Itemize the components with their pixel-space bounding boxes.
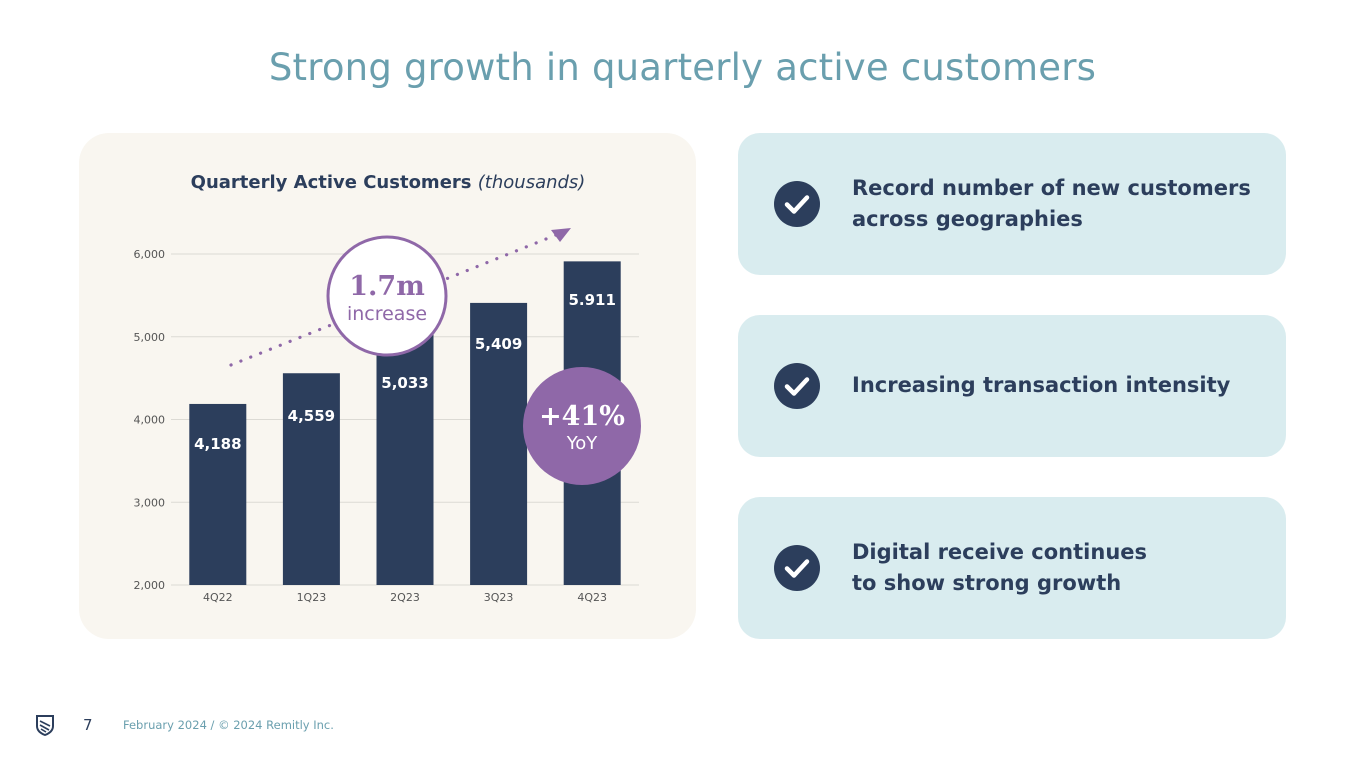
yoy-bubble (523, 367, 641, 485)
increase-caption: increase (347, 303, 427, 325)
bar-value-label: 4,559 (288, 407, 335, 425)
highlight-card-new-customers: Record number of new customers across ge… (738, 133, 1286, 275)
page-number: 7 (83, 716, 93, 734)
y-tick-label: 3,000 (134, 496, 166, 509)
bar-value-label: 5,409 (475, 335, 522, 353)
highlight-card-transaction-intensity: Increasing transaction intensity (738, 315, 1286, 457)
x-tick-label: 4Q22 (203, 591, 233, 604)
checkmark-icon (774, 181, 820, 227)
bar-value-label: 4,188 (194, 435, 241, 453)
x-tick-label: 3Q23 (484, 591, 514, 604)
x-tick-label: 2Q23 (390, 591, 420, 604)
y-tick-label: 6,000 (134, 248, 166, 261)
highlight-text: Record number of new customers across ge… (852, 176, 1251, 231)
checkmark-icon (774, 545, 820, 591)
highlight-card-digital-receive: Digital receive continues to show strong… (738, 497, 1286, 639)
bar-1q23 (282, 373, 340, 585)
increase-value: 1.7m (349, 271, 425, 302)
bar-value-label: 5.911 (568, 291, 615, 309)
y-tick-label: 4,000 (134, 414, 166, 427)
remitly-logo-icon (36, 715, 54, 736)
yoy-value: +41% (539, 401, 625, 432)
y-tick-label: 2,000 (134, 579, 166, 592)
yoy-caption: YoY (566, 433, 599, 454)
bar-2q23 (376, 334, 434, 585)
x-tick-label: 4Q23 (577, 591, 607, 604)
checkmark-icon (774, 363, 820, 409)
highlight-text: Increasing transaction intensity (852, 373, 1231, 397)
chart-title-main: Quarterly Active Customers (190, 172, 472, 193)
slide-title: Strong growth in quarterly active custom… (268, 46, 1097, 89)
footer-copyright: February 2024 / © 2024 Remitly Inc. (123, 718, 334, 732)
chart-title-unit: (thousands) (477, 172, 586, 193)
x-tick-label: 1Q23 (297, 591, 327, 604)
increase-bubble (326, 235, 448, 357)
bar-4q22 (189, 403, 247, 585)
y-tick-label: 5,000 (134, 331, 166, 344)
chart-title: Quarterly Active Customers (thousands) (0, 172, 776, 193)
bar-3q23 (470, 302, 528, 585)
highlight-text: Digital receive continues to show strong… (852, 540, 1148, 595)
bar-value-label: 5,033 (381, 374, 428, 392)
trend-arrow-head (551, 228, 571, 242)
